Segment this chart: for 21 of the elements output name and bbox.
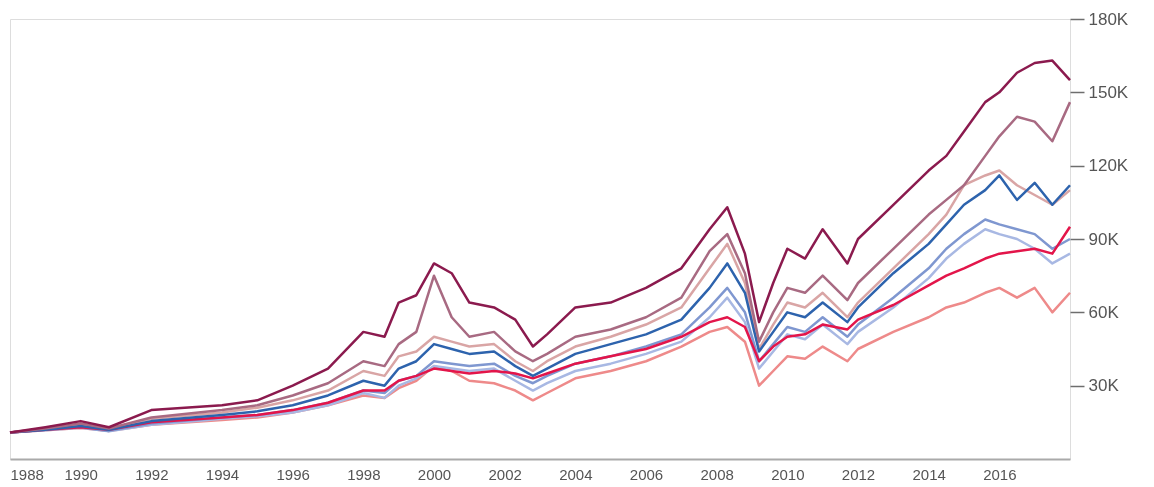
x-tick-label: 2008 — [700, 465, 734, 483]
y-tick-label: 120K — [1088, 156, 1129, 176]
x-tick-label: 2012 — [841, 465, 876, 483]
x-tick-label: 2002 — [488, 465, 522, 483]
x-tick-label: 2006 — [629, 465, 664, 483]
y-tick-label: 30K — [1088, 376, 1120, 396]
y-tick-label: 60K — [1088, 302, 1120, 322]
x-tick-label: 1990 — [64, 465, 98, 483]
x-tick-label: 1994 — [205, 465, 240, 483]
y-tick-label: 180K — [1088, 9, 1129, 29]
x-tick-label: 2014 — [912, 465, 946, 483]
x-tick-label: 2004 — [559, 465, 593, 483]
x-tick-label: 1998 — [347, 465, 381, 483]
x-tick-label: 2010 — [771, 465, 805, 483]
x-tick-label: 1988 — [10, 465, 44, 483]
y-tick-label: 150K — [1088, 82, 1129, 102]
x-tick-label: 1996 — [276, 465, 310, 483]
x-tick-label: 2000 — [417, 465, 452, 483]
x-tick-label: 1992 — [135, 465, 169, 483]
y-tick-label: 90K — [1088, 229, 1120, 249]
x-tick-label: 2016 — [983, 465, 1017, 483]
